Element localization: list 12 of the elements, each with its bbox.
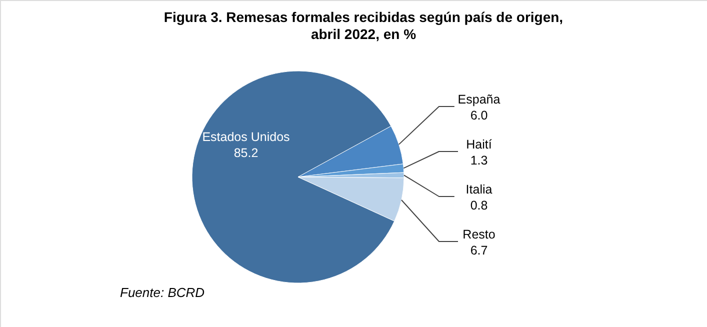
data-label: 85.2 [234,146,258,160]
data-label: 6.0 [470,108,488,122]
data-label: 1.3 [470,154,488,168]
chart-title: Figura 3. Remesas formales recibidas según país de origen, abril 2022, en % [164,9,564,42]
slice-label: Estados Unidos [202,130,290,144]
data-label: 0.8 [470,198,488,212]
slice-label: España [458,92,500,106]
data-label: 6.7 [470,244,488,258]
slice-label: Italia [466,182,492,196]
source-note: Fuente: BCRD [120,285,205,300]
slice-label: Haití [466,138,492,152]
slice-label: Resto [462,228,496,242]
